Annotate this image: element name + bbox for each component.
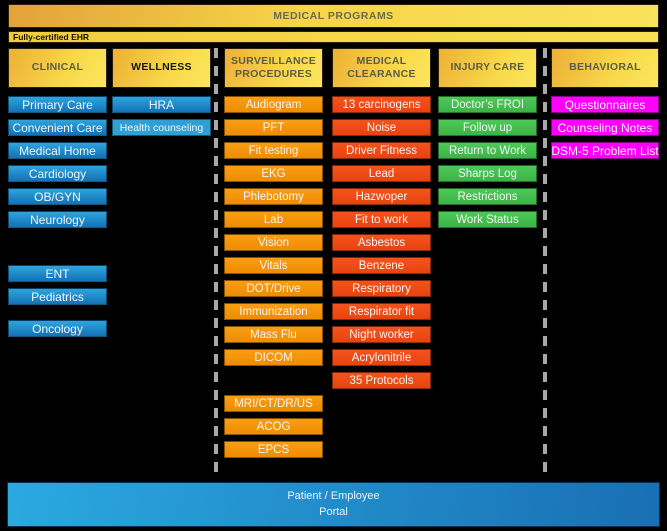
program-item: OB/GYN: [8, 188, 107, 205]
column-header-medical-clearance: MEDICAL CLEARANCE: [332, 48, 431, 88]
program-item: Driver Fitness: [332, 142, 431, 159]
program-item: Noise: [332, 119, 431, 136]
column-header-surveillance: SURVEILLANCE PROCEDURES: [224, 48, 323, 88]
program-item: Vitals: [224, 257, 323, 274]
program-item: Return to Work: [438, 142, 537, 159]
column-items-clinical: Primary Care Convenient Care Medical Home C…: [8, 96, 107, 337]
program-item: Restrictions: [438, 188, 537, 205]
program-item: 35 Protocols: [332, 372, 431, 389]
program-item: Health counseling: [112, 119, 211, 136]
program-item: Mass Flu: [224, 326, 323, 343]
item-group: Oncology: [8, 320, 107, 337]
program-item: Counseling Notes: [551, 119, 659, 136]
program-item: Respiratory: [332, 280, 431, 297]
column-items-injury-care: Doctor’s FROI Follow up Return to Work Shar…: [438, 96, 537, 228]
program-item: HRA: [112, 96, 211, 113]
column-behavioral: BEHAVIORAL Questionnaires Counseling Notes…: [551, 48, 659, 159]
column-header-clinical: CLINICAL: [8, 48, 107, 88]
column-items-medical-clearance: 13 carcinogens Noise Driver Fitness Lead Haz…: [332, 96, 431, 389]
page-title-label: MEDICAL PROGRAMS: [273, 10, 394, 22]
item-group: Questionnaires Counseling Notes DSM-5 Prob…: [551, 96, 659, 159]
item-group: HRA Health counseling: [112, 96, 211, 136]
program-item: EKG: [224, 165, 323, 182]
program-item: PFT: [224, 119, 323, 136]
column-header-wellness: WELLNESS: [112, 48, 211, 88]
program-item: Lead: [332, 165, 431, 182]
program-item: Hazwoper: [332, 188, 431, 205]
program-item: Acrylonitrile: [332, 349, 431, 366]
program-item: Medical Home: [8, 142, 107, 159]
portal-banner-line1: Patient / Employee: [287, 489, 380, 502]
program-item: ENT: [8, 265, 107, 282]
column-surveillance: SURVEILLANCE PROCEDURES Audiogram PFT Fit t…: [224, 48, 323, 458]
column-header-injury-care: INJURY CARE: [438, 48, 537, 88]
program-item: Neurology: [8, 211, 107, 228]
column-items-behavioral: Questionnaires Counseling Notes DSM-5 Prob…: [551, 96, 659, 159]
program-item: Fit testing: [224, 142, 323, 159]
program-item: Vision: [224, 234, 323, 251]
ehr-certification-label: Fully-certified EHR: [13, 32, 90, 42]
column-injury-care: INJURY CARE Doctor’s FROI Follow up Return …: [438, 48, 537, 228]
program-item: Pediatrics: [8, 288, 107, 305]
program-item: 13 carcinogens: [332, 96, 431, 113]
program-item: Questionnaires: [551, 96, 659, 113]
dashed-divider-right: [543, 48, 547, 480]
program-item: DOT/Drive: [224, 280, 323, 297]
item-group: MRI/CT/DR/US ACOG EPCS: [224, 395, 323, 458]
program-item: Audiogram: [224, 96, 323, 113]
program-item: Sharps Log: [438, 165, 537, 182]
column-clinical: CLINICAL Primary Care Convenient Care Medic…: [8, 48, 107, 337]
ehr-certification-bar: Fully-certified EHR: [8, 31, 659, 43]
program-item: Cardiology: [8, 165, 107, 182]
program-item: Phlebotomy: [224, 188, 323, 205]
program-item: Respirator fit: [332, 303, 431, 320]
program-item: Lab: [224, 211, 323, 228]
program-item: Asbestos: [332, 234, 431, 251]
program-item: Primary Care: [8, 96, 107, 113]
program-item: Work Status: [438, 211, 537, 228]
column-items-surveillance: Audiogram PFT Fit testing EKG Phlebotomy Lab V…: [224, 96, 323, 458]
program-item: Oncology: [8, 320, 107, 337]
program-item: Night worker: [332, 326, 431, 343]
patient-employee-portal-banner: Patient / Employee Portal: [7, 482, 660, 527]
column-medical-clearance: MEDICAL CLEARANCE 13 carcinogens Noise Driv…: [332, 48, 431, 389]
program-item: EPCS: [224, 441, 323, 458]
item-group: Primary Care Convenient Care Medical Home C…: [8, 96, 107, 228]
program-item: DICOM: [224, 349, 323, 366]
program-item: Benzene: [332, 257, 431, 274]
column-header-behavioral: BEHAVIORAL: [551, 48, 659, 88]
page-title: MEDICAL PROGRAMS: [8, 4, 659, 28]
dashed-divider-left: [214, 48, 218, 480]
item-group: 13 carcinogens Noise Driver Fitness Lead Haz…: [332, 96, 431, 389]
program-item: ACOG: [224, 418, 323, 435]
item-group: Audiogram PFT Fit testing EKG Phlebotomy Lab V…: [224, 96, 323, 366]
column-items-wellness: HRA Health counseling: [112, 96, 211, 136]
program-item: Doctor’s FROI: [438, 96, 537, 113]
program-item: Fit to work: [332, 211, 431, 228]
portal-banner-line2: Portal: [319, 505, 348, 518]
program-item: MRI/CT/DR/US: [224, 395, 323, 412]
item-group: Doctor’s FROI Follow up Return to Work Shar…: [438, 96, 537, 228]
item-group: ENT Pediatrics: [8, 265, 107, 305]
program-item: Follow up: [438, 119, 537, 136]
program-item: Convenient Care: [8, 119, 107, 136]
program-item: DSM-5 Problem List: [551, 142, 659, 159]
program-item: Immunization: [224, 303, 323, 320]
column-wellness: WELLNESS HRA Health counseling: [112, 48, 211, 136]
